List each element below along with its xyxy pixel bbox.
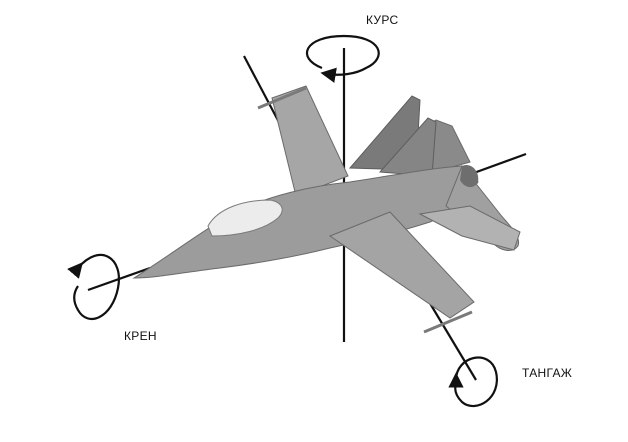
pitch-label: ТАНГАЖ (522, 366, 573, 380)
pitch-axis-upper (243, 55, 283, 129)
aircraft-image (132, 85, 521, 334)
pitch-rotation-arrow (448, 356, 498, 408)
roll-rotation-arrow (67, 254, 121, 321)
roll-label: КРЕН (124, 329, 157, 343)
pitch-axis-lower (427, 299, 477, 381)
yaw-rotation-arrow (305, 34, 380, 83)
yaw-label: КУРС (366, 13, 399, 27)
